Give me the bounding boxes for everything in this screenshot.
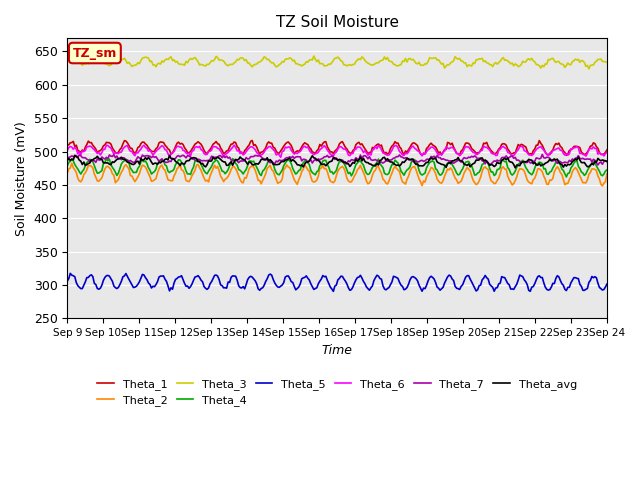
Theta_4	[129, 170, 137, 176]
Theta_5	[63, 278, 71, 284]
Text: TZ_sm: TZ_sm	[73, 47, 117, 60]
Theta_5	[67, 271, 74, 276]
Theta_7	[63, 154, 71, 159]
Theta_2	[244, 171, 252, 177]
Theta_4	[603, 167, 611, 173]
Theta_7	[538, 152, 546, 157]
Theta_5	[131, 284, 139, 290]
Theta_avg	[603, 159, 611, 165]
Theta_5	[244, 277, 252, 283]
Theta_5	[576, 281, 584, 287]
Theta_avg	[226, 160, 234, 166]
Theta_1	[243, 146, 250, 152]
Theta_5	[330, 288, 337, 294]
Theta_7	[129, 159, 137, 165]
Title: TZ Soil Moisture: TZ Soil Moisture	[276, 15, 399, 30]
Theta_2	[131, 179, 139, 184]
Theta_3	[129, 63, 137, 69]
Theta_avg	[253, 161, 260, 167]
Theta_7	[252, 153, 259, 158]
Theta_7	[603, 158, 611, 164]
Theta_1	[576, 145, 584, 151]
Theta_2	[63, 170, 71, 176]
Theta_6	[244, 147, 252, 153]
Theta_avg	[63, 158, 71, 164]
Theta_3	[300, 62, 307, 68]
Theta_5	[301, 275, 308, 280]
Line: Theta_avg: Theta_avg	[67, 156, 607, 168]
Line: Theta_3: Theta_3	[67, 56, 607, 69]
Theta_1	[603, 147, 611, 153]
Theta_4	[244, 163, 252, 168]
Theta_4	[576, 166, 584, 171]
Theta_7	[224, 155, 232, 161]
Y-axis label: Soil Moisture (mV): Soil Moisture (mV)	[15, 121, 28, 236]
Theta_5	[603, 281, 611, 287]
Theta_1	[63, 143, 71, 148]
Theta_4	[253, 165, 260, 170]
Theta_4	[224, 167, 232, 172]
Theta_6	[303, 145, 310, 151]
Theta_1	[224, 147, 232, 153]
Line: Theta_2: Theta_2	[67, 163, 607, 186]
Legend: Theta_1, Theta_2, Theta_3, Theta_4, Theta_5, Theta_6, Theta_7, Theta_avg: Theta_1, Theta_2, Theta_3, Theta_4, Thet…	[93, 374, 581, 410]
X-axis label: Time: Time	[322, 344, 353, 357]
Theta_3	[575, 57, 582, 62]
Theta_2	[226, 170, 234, 176]
Theta_3	[252, 61, 259, 67]
Theta_avg	[301, 161, 308, 167]
Theta_1	[129, 149, 137, 155]
Line: Theta_5: Theta_5	[67, 274, 607, 291]
Theta_2	[253, 172, 260, 178]
Theta_5	[226, 279, 234, 285]
Theta_6	[576, 151, 584, 156]
Theta_6	[63, 148, 71, 154]
Theta_4	[63, 163, 71, 169]
Theta_avg	[244, 161, 252, 167]
Theta_1	[301, 140, 308, 145]
Theta_1	[253, 144, 260, 150]
Theta_6	[226, 148, 234, 154]
Theta_avg	[576, 157, 584, 163]
Theta_5	[253, 281, 260, 287]
Theta_avg	[511, 165, 519, 171]
Theta_2	[598, 183, 606, 189]
Theta_4	[228, 156, 236, 162]
Theta_6	[102, 142, 110, 148]
Theta_1	[563, 153, 570, 158]
Line: Theta_1: Theta_1	[67, 141, 607, 156]
Line: Theta_4: Theta_4	[67, 159, 607, 177]
Theta_3	[585, 66, 593, 72]
Theta_3	[243, 57, 250, 62]
Theta_7	[243, 155, 250, 160]
Theta_2	[301, 162, 308, 168]
Theta_6	[277, 155, 285, 160]
Theta_2	[603, 171, 611, 177]
Theta_4	[301, 158, 308, 164]
Theta_6	[131, 153, 139, 158]
Theta_3	[63, 57, 71, 62]
Line: Theta_7: Theta_7	[67, 155, 607, 165]
Theta_3	[224, 63, 232, 69]
Theta_2	[68, 160, 76, 166]
Theta_6	[253, 150, 260, 156]
Theta_3	[310, 53, 317, 59]
Theta_avg	[131, 161, 139, 167]
Theta_1	[248, 138, 256, 144]
Theta_6	[603, 149, 611, 155]
Theta_7	[594, 162, 602, 168]
Theta_3	[603, 60, 611, 65]
Line: Theta_6: Theta_6	[67, 145, 607, 157]
Theta_4	[563, 174, 570, 180]
Theta_7	[300, 156, 307, 162]
Theta_7	[575, 153, 582, 158]
Theta_2	[575, 169, 582, 175]
Theta_avg	[71, 153, 79, 158]
